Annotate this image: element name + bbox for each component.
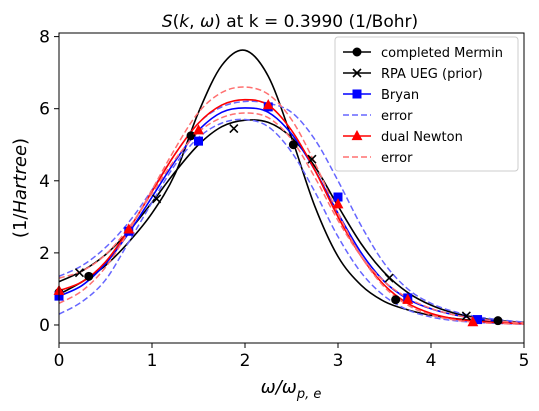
data-point-5-5 [402, 293, 414, 304]
data-point-1-3 [307, 154, 317, 164]
legend-marker-4 [351, 129, 363, 141]
legend-label-5: error [381, 151, 413, 166]
y-tick-label-0: 0 [39, 316, 50, 336]
data-point-1-0 [74, 268, 85, 278]
legend-label-2: Bryan [381, 88, 419, 103]
legend: completed Mermin RPA UEG (prior) Bryan erro… [334, 36, 519, 172]
legend-label-3: error [381, 109, 413, 124]
data-point-0-1 [84, 271, 94, 281]
data-point-1-4 [384, 273, 394, 283]
plot-frame [58, 32, 525, 344]
legend-label-1: RPA UEG (prior) [381, 67, 483, 82]
x-ticks: 0 1 2 3 4 5 [54, 343, 530, 371]
plot-area: 0 1 2 3 4 5 0 2 4 6 8 [39, 28, 529, 371]
y-axis-label: (1/Hartree) [10, 138, 31, 238]
y-tick-label-2: 4 [39, 172, 50, 192]
legend-marker-2 [352, 89, 362, 99]
y-ticks: 0 2 4 6 8 [39, 28, 59, 336]
series-line-6 [59, 86, 524, 326]
data-point-5-6 [467, 316, 479, 327]
x-tick-label-5: 5 [519, 351, 530, 371]
x-axis-label: ω/ωp, e [261, 377, 322, 402]
y-tick-label-3: 6 [39, 100, 50, 120]
data-point-5-2 [193, 124, 204, 135]
x-tick-label-0: 0 [54, 351, 65, 371]
series-line-4 [59, 118, 524, 326]
chart-title: S(k, ω) at k = 0.3990 (1/Bohr) [162, 12, 418, 32]
marker-layer [53, 99, 503, 327]
legend-label-4: dual Newton [381, 130, 463, 145]
x-tick-label-4: 4 [426, 351, 437, 371]
data-point-5-3 [262, 99, 274, 110]
series-line-2 [59, 107, 524, 324]
x-tick-label-3: 3 [333, 351, 344, 371]
series-line-3 [59, 100, 524, 323]
data-point-1-1 [152, 194, 162, 204]
data-point-0-5 [493, 316, 503, 326]
data-point-0-2 [186, 131, 196, 141]
y-tick-label-1: 2 [39, 244, 50, 264]
data-point-0-4 [391, 295, 401, 305]
x-tick-label-2: 2 [240, 351, 251, 371]
legend-marker-1 [352, 68, 362, 78]
x-tick-label-1: 1 [147, 351, 158, 371]
legend-label-0: completed Mermin [381, 46, 503, 61]
legend-marker-0 [352, 47, 362, 57]
data-point-0-3 [288, 140, 298, 150]
data-point-1-5 [461, 311, 471, 321]
data-point-1-2 [229, 123, 239, 134]
legend-frame [334, 36, 519, 172]
series-line-7 [59, 112, 524, 324]
y-tick-label-4: 8 [39, 28, 50, 48]
data-point-5-4 [332, 198, 344, 209]
data-point-2-2 [194, 136, 203, 146]
data-point-5-1 [123, 223, 135, 234]
series-layer [59, 49, 524, 326]
